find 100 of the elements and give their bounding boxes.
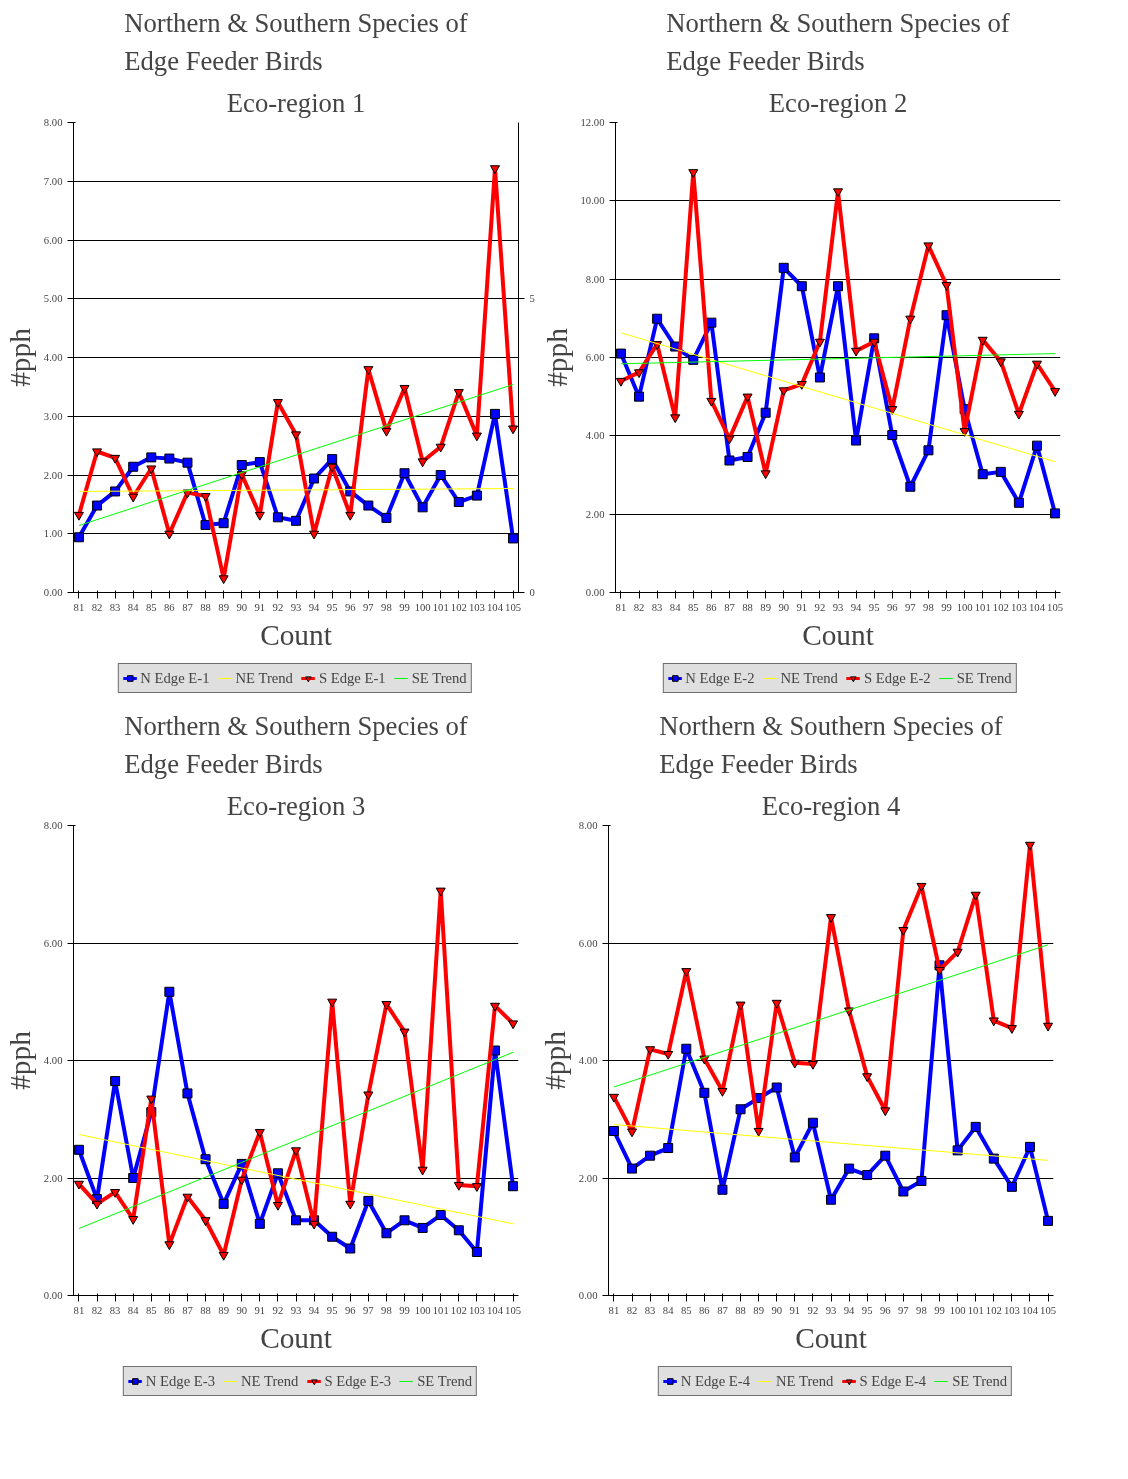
y-tick-label: 10.00	[580, 195, 605, 207]
point	[236, 1176, 247, 1186]
point	[417, 502, 428, 513]
point	[1024, 841, 1035, 851]
x-tick-label: 83	[109, 1304, 121, 1316]
point	[977, 336, 988, 346]
x-tick-label: 81	[608, 1304, 620, 1316]
y-axis-title: #pph	[538, 1030, 571, 1090]
x-tick-label: 92	[272, 1304, 284, 1316]
point	[128, 493, 139, 503]
x-tick-label: 85	[680, 1304, 692, 1316]
point	[146, 465, 157, 475]
y-tick-label: 8.00	[43, 117, 63, 128]
x-tick-label: 93	[825, 1304, 837, 1316]
point	[200, 519, 211, 530]
x-tick-label: 99	[934, 1304, 945, 1316]
point	[291, 1215, 301, 1226]
legend-label: N Edge E-1	[140, 669, 210, 687]
x-axis-title: Count	[802, 618, 874, 651]
x-axis-title: Count	[260, 618, 332, 651]
point	[309, 530, 320, 540]
x-tick-label: 85	[145, 601, 157, 613]
x-tick-label: 95	[861, 1304, 873, 1316]
point	[807, 1060, 818, 1070]
y-tick-label: 0.00	[43, 1290, 63, 1301]
point	[887, 430, 898, 441]
point	[309, 1220, 320, 1230]
x-tick-label: 93	[290, 1304, 302, 1316]
point	[615, 348, 626, 359]
x-tick-label: 85	[687, 601, 699, 613]
point	[471, 1247, 482, 1258]
point	[200, 1217, 211, 1226]
point	[898, 926, 909, 936]
y-tick-label: 8.00	[585, 273, 605, 285]
y-tick-label: 3.00	[43, 410, 63, 422]
point	[164, 986, 175, 997]
x-tick-label: 91	[254, 1304, 266, 1316]
point	[92, 500, 103, 511]
point	[959, 428, 970, 437]
point	[254, 1129, 265, 1138]
legend-label: NE Trend	[235, 669, 293, 687]
point	[663, 1143, 674, 1154]
point	[254, 511, 265, 521]
point	[399, 468, 410, 479]
point	[663, 1050, 674, 1060]
point	[254, 1218, 265, 1229]
y-tick-label: 6.00	[43, 937, 63, 949]
point	[399, 1028, 410, 1038]
point	[272, 512, 283, 523]
point	[272, 1201, 283, 1211]
x-tick-label: 103	[1003, 1304, 1020, 1316]
point	[182, 1193, 193, 1203]
point	[941, 281, 952, 291]
x-tick-label: 101	[974, 601, 991, 613]
point	[778, 387, 789, 397]
x-tick-label: 97	[363, 601, 375, 613]
y-tick-label: 2.00	[585, 508, 605, 520]
point	[128, 1173, 139, 1183]
legend-label: SE Trend	[417, 1372, 473, 1390]
x-tick-label: 100	[956, 601, 973, 613]
x-axis-title: Count	[260, 1321, 332, 1354]
y-tick-label: 2.00	[578, 1172, 598, 1184]
x-tick-label: 97	[363, 1304, 375, 1316]
point	[608, 1126, 619, 1136]
x-tick-label: 102	[450, 1304, 467, 1316]
x-tick-label: 89	[218, 601, 229, 613]
y-tick-label: 4.00	[43, 352, 63, 363]
point	[814, 372, 825, 383]
point	[164, 453, 175, 464]
point	[706, 317, 717, 328]
x-tick-label: 84	[662, 1304, 675, 1316]
x-tick-label: 101	[432, 1304, 449, 1316]
point	[417, 1222, 428, 1233]
point	[435, 1210, 446, 1221]
point	[724, 455, 735, 466]
x-tick-label: 87	[182, 601, 194, 613]
x-tick-label: 84	[127, 601, 140, 613]
point	[645, 1150, 656, 1161]
point	[1013, 410, 1024, 420]
point	[862, 1170, 873, 1181]
point	[1050, 508, 1061, 519]
point	[471, 490, 482, 501]
point	[789, 1152, 800, 1163]
x-tick-label: 92	[814, 601, 826, 613]
point	[898, 1186, 909, 1197]
x-tick-label: 82	[91, 1304, 103, 1316]
x-tick-label: 100	[949, 1304, 966, 1316]
x-tick-label: 84	[127, 1304, 140, 1316]
x-tick-label: 96	[344, 601, 357, 613]
point	[381, 1001, 392, 1010]
point	[844, 1163, 855, 1174]
point	[977, 469, 988, 480]
x-tick-label: 83	[644, 1304, 656, 1316]
x-tick-label: 103	[468, 601, 485, 613]
point	[753, 1127, 764, 1137]
chart-subtitle: Eco-region 3	[226, 790, 366, 821]
x-tick-label: 90	[771, 1304, 783, 1316]
point	[760, 470, 771, 480]
point	[862, 1073, 873, 1083]
point	[1024, 1141, 1035, 1152]
